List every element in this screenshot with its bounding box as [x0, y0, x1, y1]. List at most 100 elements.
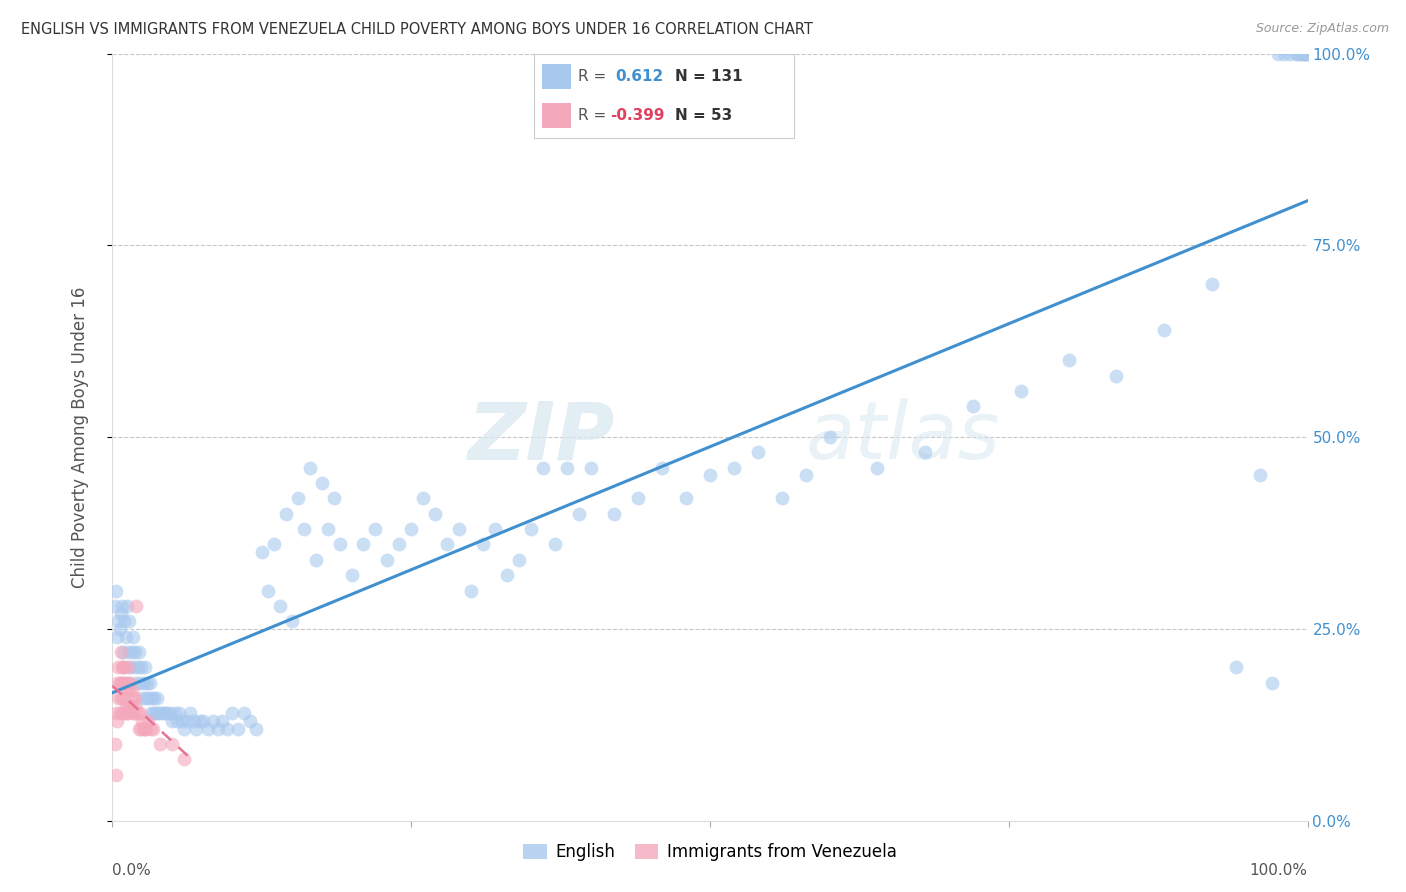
- Point: [217, 722, 239, 736]
- Point: [269, 599, 291, 613]
- Point: [163, 706, 186, 721]
- Point: [129, 675, 152, 690]
- Point: [1294, 46, 1316, 61]
- Point: [162, 714, 183, 728]
- Point: [117, 683, 139, 698]
- Point: [120, 698, 142, 713]
- Point: [962, 400, 984, 414]
- Point: [118, 614, 141, 628]
- Point: [866, 460, 889, 475]
- Point: [142, 706, 165, 721]
- Point: [166, 714, 188, 728]
- Point: [108, 675, 131, 690]
- Point: [1261, 675, 1284, 690]
- Legend: English, Immigrants from Venezuela: English, Immigrants from Venezuela: [517, 836, 903, 868]
- Point: [111, 706, 134, 721]
- Text: -0.399: -0.399: [610, 108, 664, 123]
- Point: [579, 460, 602, 475]
- Point: [263, 537, 285, 551]
- Point: [114, 660, 135, 674]
- Point: [124, 645, 146, 659]
- Point: [436, 537, 458, 551]
- Point: [159, 706, 181, 721]
- Point: [287, 491, 309, 506]
- Point: [127, 660, 149, 674]
- Point: [121, 683, 143, 698]
- Point: [105, 706, 128, 721]
- Point: [117, 706, 139, 721]
- Point: [156, 706, 179, 721]
- Point: [104, 737, 127, 751]
- Point: [127, 706, 149, 721]
- Point: [121, 630, 143, 644]
- Point: [183, 714, 205, 728]
- Point: [173, 722, 195, 736]
- Point: [207, 722, 229, 736]
- Point: [699, 468, 721, 483]
- Point: [723, 460, 745, 475]
- Point: [112, 690, 135, 705]
- Point: [316, 522, 339, 536]
- Text: R =: R =: [578, 108, 607, 123]
- Point: [138, 714, 160, 728]
- Point: [388, 537, 411, 551]
- Point: [139, 706, 162, 721]
- Point: [107, 614, 129, 628]
- Point: [245, 722, 267, 736]
- Point: [129, 706, 152, 721]
- Point: [114, 675, 135, 690]
- Point: [472, 537, 495, 551]
- Point: [211, 714, 233, 728]
- Point: [377, 553, 399, 567]
- Point: [1153, 323, 1175, 337]
- Text: N = 131: N = 131: [675, 69, 742, 84]
- Point: [117, 660, 139, 674]
- Point: [250, 545, 273, 559]
- Point: [322, 491, 344, 506]
- Text: R =: R =: [578, 69, 607, 84]
- Point: [125, 675, 148, 690]
- Point: [770, 491, 793, 506]
- Point: [134, 722, 156, 736]
- Point: [484, 522, 506, 536]
- Point: [221, 706, 243, 721]
- Point: [329, 537, 352, 551]
- Point: [131, 690, 153, 705]
- Point: [818, 430, 841, 444]
- Text: ENGLISH VS IMMIGRANTS FROM VENEZUELA CHILD POVERTY AMONG BOYS UNDER 16 CORRELATI: ENGLISH VS IMMIGRANTS FROM VENEZUELA CHI…: [21, 22, 813, 37]
- Point: [114, 698, 136, 713]
- Point: [239, 714, 262, 728]
- Point: [128, 645, 150, 659]
- Point: [108, 706, 131, 721]
- Point: [1225, 660, 1247, 674]
- Point: [170, 714, 193, 728]
- Point: [142, 722, 165, 736]
- Point: [114, 614, 135, 628]
- Point: [110, 690, 132, 705]
- Point: [425, 507, 447, 521]
- Point: [110, 645, 132, 659]
- Point: [117, 645, 139, 659]
- Point: [129, 660, 152, 674]
- Point: [1296, 46, 1319, 61]
- Point: [340, 568, 363, 582]
- Point: [105, 630, 128, 644]
- Point: [146, 706, 169, 721]
- Point: [651, 460, 673, 475]
- Point: [162, 737, 183, 751]
- Point: [125, 599, 148, 613]
- Point: [115, 683, 138, 698]
- Point: [233, 706, 256, 721]
- Text: N = 53: N = 53: [675, 108, 733, 123]
- Text: 0.0%: 0.0%: [112, 863, 152, 878]
- Point: [149, 706, 172, 721]
- Point: [568, 507, 591, 521]
- Text: 0.612: 0.612: [614, 69, 664, 84]
- Point: [111, 599, 134, 613]
- Point: [543, 537, 565, 551]
- Point: [447, 522, 470, 536]
- Point: [298, 460, 321, 475]
- Point: [1267, 46, 1289, 61]
- Point: [135, 690, 157, 705]
- Point: [352, 537, 374, 551]
